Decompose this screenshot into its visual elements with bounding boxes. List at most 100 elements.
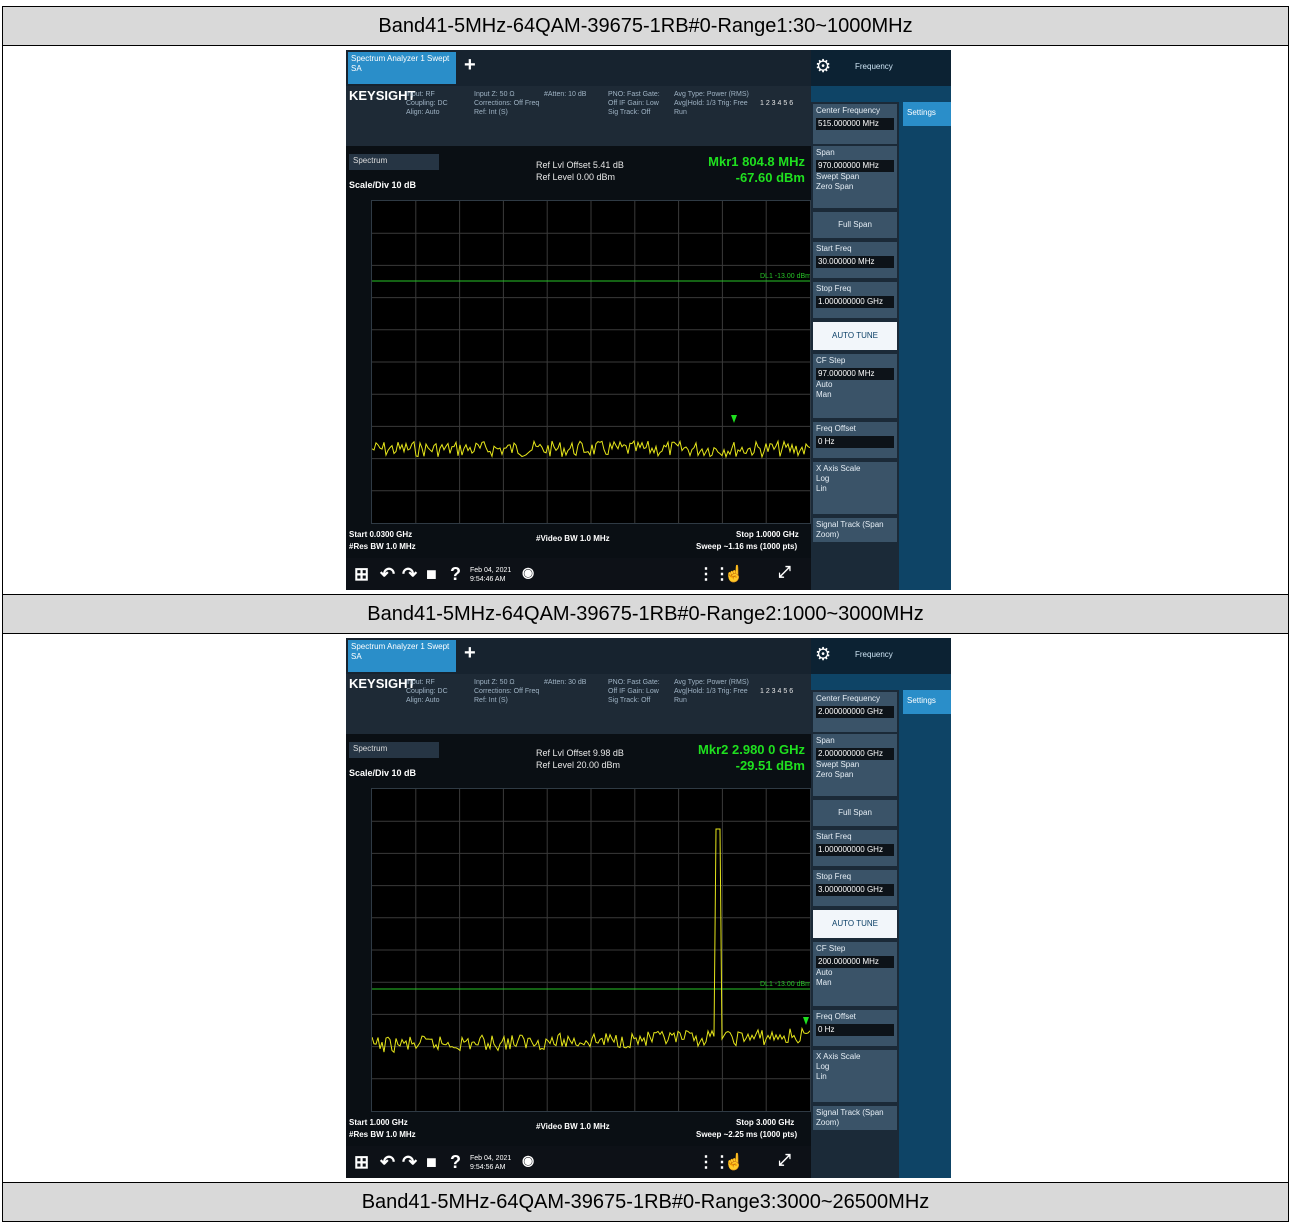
res-bw: #Res BW 1.0 MHz xyxy=(349,1130,416,1139)
screenshot-row: Spectrum Analyzer 1 Swept SA + KEYSIGHT … xyxy=(3,634,1288,1183)
settings-tab[interactable]: Settings xyxy=(903,690,951,714)
marker-amplitude: -67.60 dBm xyxy=(735,170,805,185)
gear-icon[interactable]: ⚙ xyxy=(815,644,832,664)
file-icon[interactable]: ■ xyxy=(426,564,437,584)
redo-icon[interactable]: ↷ xyxy=(402,1152,418,1172)
screenshot-row: Spectrum Analyzer 1 Swept SA + KEYSIGHT … xyxy=(3,46,1288,595)
full-span-button[interactable]: Full Span xyxy=(813,800,897,826)
settings-bar: KEYSIGHT Input: RF Coupling: DC Align: A… xyxy=(346,86,811,146)
redo-icon[interactable]: ↷ xyxy=(402,564,418,584)
center-frequency-button[interactable]: Center Frequency 515.000000 MHz xyxy=(813,104,897,144)
info-avg: Avg Type: Power (RMS) Avg|Hold: 1/3 Trig… xyxy=(674,91,749,116)
span-button[interactable]: Span 970.000000 MHz Swept Span Zero Span xyxy=(813,146,897,208)
limit-label: DL1 -13.00 dBm xyxy=(760,273,810,280)
keypad-icon[interactable]: ⋮⋮ xyxy=(698,566,730,583)
frequency-menu[interactable]: Frequency xyxy=(855,650,893,659)
help-icon[interactable]: ? xyxy=(450,1152,461,1172)
info-input: Input: RF Coupling: DC Align: Auto xyxy=(406,679,448,704)
auto-tune-button[interactable]: AUTO TUNE xyxy=(813,322,897,350)
frequency-menu[interactable]: Frequency xyxy=(855,62,893,71)
signal-track-button[interactable]: Signal Track (Span Zoom) xyxy=(813,1106,897,1130)
limit-label: DL1 -13.00 dBm xyxy=(760,981,810,988)
menu-header: ⚙ Frequency xyxy=(811,50,951,86)
cf-step-button[interactable]: CF Step 97.000000 MHz Auto Man xyxy=(813,354,897,418)
start-frequency: Start 1.000 GHz xyxy=(349,1118,408,1127)
full-span-button[interactable]: Full Span xyxy=(813,212,897,238)
marker-icon xyxy=(731,415,737,423)
row-title: Band41-5MHz-64QAM-39675-1RB#0-Range1:30~… xyxy=(3,7,1288,46)
cf-step-button[interactable]: CF Step 200.000000 MHz Auto Man xyxy=(813,942,897,1006)
touch-icon[interactable]: ☝ xyxy=(724,1154,744,1171)
spectrum-window-label[interactable]: Spectrum xyxy=(349,742,439,758)
auto-tune-button[interactable]: AUTO TUNE xyxy=(813,910,897,938)
brand-logo: KEYSIGHT xyxy=(349,676,416,691)
info-pno: PNO: Fast Gate: Off IF Gain: Low Sig Tra… xyxy=(608,679,660,704)
stop-frequency: Stop 3.000 GHz xyxy=(736,1118,795,1127)
ref-level: Ref Level 20.00 dBm xyxy=(536,760,621,770)
stop-freq-button[interactable]: Stop Freq 3.000000000 GHz xyxy=(813,870,897,906)
video-bw: #Video BW 1.0 MHz xyxy=(536,534,610,543)
video-bw: #Video BW 1.0 MHz xyxy=(536,1122,610,1131)
settings-tab[interactable]: Settings xyxy=(903,102,951,126)
x-axis-scale-button[interactable]: X Axis Scale Log Lin xyxy=(813,1050,897,1102)
spectrum-window-label[interactable]: Spectrum xyxy=(349,154,439,170)
start-frequency: Start 0.0300 GHz xyxy=(349,530,413,539)
touch-icon[interactable]: ☝ xyxy=(724,566,744,583)
row-title: Band41-5MHz-64QAM-39675-1RB#0-Range3:300… xyxy=(3,1183,1288,1221)
info-avg: Avg Type: Power (RMS) Avg|Hold: 1/3 Trig… xyxy=(674,679,749,704)
camera-icon[interactable]: ◉ xyxy=(522,1152,535,1168)
res-bw: #Res BW 1.0 MHz xyxy=(349,542,416,551)
x-axis-scale-button[interactable]: X Axis Scale Log Lin xyxy=(813,462,897,514)
taskbar: ⊞ ↶ ↷ ■ ? Feb 04, 2021 9:54:46 AM ◉ ⋮⋮ ☝… xyxy=(346,558,811,590)
help-icon[interactable]: ? xyxy=(450,564,461,584)
start-freq-button[interactable]: Start Freq 1.000000000 GHz xyxy=(813,830,897,866)
sweep-time: Sweep ~2.25 ms (1000 pts) xyxy=(696,1130,798,1139)
spectrum-analyzer-screenshot: Spectrum Analyzer 1 Swept SA + KEYSIGHT … xyxy=(346,50,951,590)
results-table: Band41-5MHz-64QAM-39675-1RB#0-Range1:30~… xyxy=(2,6,1289,1222)
trace-indicator: 1 2 3 4 5 6 xyxy=(760,688,794,695)
span-button[interactable]: Span 2.000000000 GHz Swept Span Zero Span xyxy=(813,734,897,796)
freq-offset-button[interactable]: Freq Offset 0 Hz xyxy=(813,422,897,458)
windows-icon[interactable]: ⊞ xyxy=(354,1152,370,1172)
info-pno: PNO: Fast Gate: Off IF Gain: Low Sig Tra… xyxy=(608,91,660,116)
freq-offset-button[interactable]: Freq Offset 0 Hz xyxy=(813,1010,897,1046)
undo-icon[interactable]: ↶ xyxy=(380,564,396,584)
softkey-panel: ⚙ Frequency Center Frequency 515.000000 M… xyxy=(811,50,951,590)
spectrum-plot: DL1 -13.00 dBm xyxy=(371,200,811,524)
camera-icon[interactable]: ◉ xyxy=(522,564,535,580)
frequency-softkeys: Center Frequency 515.000000 MHz Span 970.0… xyxy=(811,102,899,590)
info-atten: #Atten: 10 dB xyxy=(544,91,587,98)
add-tab-icon[interactable]: + xyxy=(464,54,476,76)
tab-spectrum-analyzer[interactable]: Spectrum Analyzer 1 Swept SA xyxy=(348,640,456,672)
sweep-time: Sweep ~1.16 ms (1000 pts) xyxy=(696,542,798,551)
signal-track-button[interactable]: Signal Track (Span Zoom) xyxy=(813,518,897,542)
settings-bar: KEYSIGHT Input: RF Coupling: DC Align: A… xyxy=(346,674,811,734)
fullscreen-icon[interactable]: ⤢ xyxy=(778,564,791,581)
tab-spectrum-analyzer[interactable]: Spectrum Analyzer 1 Swept SA xyxy=(348,52,456,84)
marker-frequency: Mkr2 2.980 0 GHz xyxy=(698,742,805,757)
fullscreen-icon[interactable]: ⤢ xyxy=(778,1152,791,1169)
gear-icon[interactable]: ⚙ xyxy=(815,56,832,76)
softkey-panel: ⚙ Frequency Center Frequency 2.000000000 … xyxy=(811,638,951,1178)
windows-icon[interactable]: ⊞ xyxy=(354,564,370,584)
time: 9:54:56 AM xyxy=(470,1164,506,1171)
spectrum-plot: DL1 -13.00 dBm xyxy=(371,788,811,1112)
menu-header: ⚙ Frequency xyxy=(811,638,951,674)
marker-readout: Mkr1 804.8 MHz -67.60 dBm xyxy=(708,154,805,186)
time: 9:54:46 AM xyxy=(470,576,506,583)
start-freq-button[interactable]: Start Freq 30.000000 MHz xyxy=(813,242,897,278)
scale-div: Scale/Div 10 dB xyxy=(349,180,417,190)
spectrum-analyzer-screenshot: Spectrum Analyzer 1 Swept SA + KEYSIGHT … xyxy=(346,638,951,1178)
tab-bar: Spectrum Analyzer 1 Swept SA + xyxy=(346,638,811,674)
undo-icon[interactable]: ↶ xyxy=(380,1152,396,1172)
marker-icon xyxy=(803,1017,809,1025)
spectrum-trace xyxy=(372,828,810,1054)
trace-indicator: 1 2 3 4 5 6 xyxy=(760,100,794,107)
marker-readout: Mkr2 2.980 0 GHz -29.51 dBm xyxy=(698,742,805,774)
stop-freq-button[interactable]: Stop Freq 1.000000000 GHz xyxy=(813,282,897,318)
file-icon[interactable]: ■ xyxy=(426,1152,437,1172)
add-tab-icon[interactable]: + xyxy=(464,642,476,664)
center-frequency-button[interactable]: Center Frequency 2.000000000 GHz xyxy=(813,692,897,732)
info-correction: Input Z: 50 Ω Corrections: Off Freq Ref:… xyxy=(474,91,540,116)
marker-amplitude: -29.51 dBm xyxy=(735,758,805,773)
